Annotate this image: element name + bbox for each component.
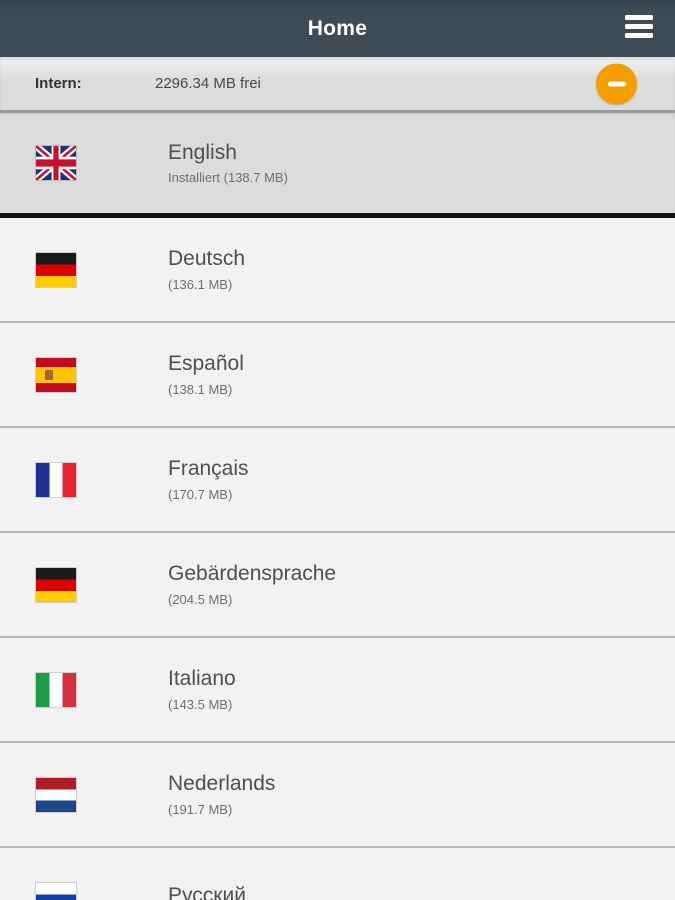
page-title: Home xyxy=(307,16,368,40)
language-size: Installiert (138.7 MB) xyxy=(168,170,288,186)
language-row[interactable]: Español (138.1 MB) xyxy=(0,323,675,428)
language-name: Italiano xyxy=(168,667,236,691)
app-bar: Home xyxy=(0,0,675,57)
flag-germany-icon xyxy=(36,567,76,602)
language-name: Nederlands xyxy=(168,772,276,796)
flag-france-icon xyxy=(36,462,76,497)
language-size: (191.7 MB) xyxy=(168,801,233,817)
flag-russia-icon xyxy=(36,882,76,900)
flag-spain-icon xyxy=(36,357,76,392)
language-name: English xyxy=(168,140,237,164)
flag-italy-icon xyxy=(36,672,76,707)
storage-free-value: 2296.34 MB frei xyxy=(155,75,261,92)
language-row[interactable]: Deutsch (136.1 MB) xyxy=(0,218,675,323)
language-row[interactable]: English Installiert (138.7 MB) xyxy=(0,113,675,218)
language-row[interactable]: Nederlands (191.7 MB) xyxy=(0,743,675,848)
storage-label: Intern: xyxy=(35,75,82,92)
language-row[interactable]: Français (170.7 MB) xyxy=(0,428,675,533)
language-list: English Installiert (138.7 MB) Deutsch (… xyxy=(0,113,675,900)
minus-icon xyxy=(607,81,626,86)
language-name: Русский xyxy=(168,884,246,900)
flag-germany-icon xyxy=(36,252,76,287)
storage-bar: Intern: 2296.34 MB frei xyxy=(0,57,675,113)
language-name: Gebärdensprache xyxy=(168,562,337,586)
language-size: (143.5 MB) xyxy=(168,696,233,712)
language-row[interactable]: Gebärdensprache (204.5 MB) xyxy=(0,533,675,638)
hamburger-menu-icon[interactable] xyxy=(625,15,653,41)
language-size: (170.7 MB) xyxy=(168,486,233,502)
collapse-storage-button[interactable] xyxy=(596,63,637,104)
language-row[interactable]: Русский xyxy=(0,848,675,900)
flag-united-kingdom-icon xyxy=(36,146,76,180)
flag-netherlands-icon xyxy=(36,777,76,812)
language-name: Español xyxy=(168,352,244,376)
language-row[interactable]: Italiano (143.5 MB) xyxy=(0,638,675,743)
language-size: (138.1 MB) xyxy=(168,381,233,397)
language-name: Deutsch xyxy=(168,247,246,271)
language-name: Français xyxy=(168,457,249,481)
language-size: (204.5 MB) xyxy=(168,591,233,607)
language-size: (136.1 MB) xyxy=(168,276,233,292)
